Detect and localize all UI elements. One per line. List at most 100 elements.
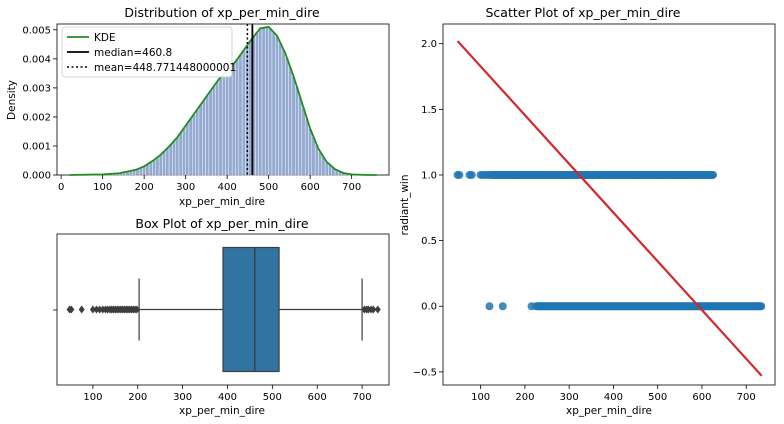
scatter-y-label: radiant_win	[399, 175, 411, 236]
scatter-x-label: xp_per_min_dire	[566, 405, 652, 417]
histogram-bar	[188, 118, 193, 176]
histogram-bar	[261, 27, 266, 176]
scatter-point	[709, 170, 718, 179]
boxplot-x-tick-label: 400	[218, 392, 237, 403]
histogram-x-tick-label: 200	[135, 182, 154, 193]
legend-median-label: median=460.8	[94, 47, 172, 59]
histogram-x-label: xp_per_min_dire	[179, 196, 265, 208]
scatter-y-tick-label: 2.0	[421, 39, 437, 50]
histogram-bar	[238, 54, 243, 176]
boxplot-x-tick-label: 700	[353, 392, 372, 403]
histogram-bar	[168, 144, 173, 176]
boxplot-outlier	[93, 305, 100, 314]
boxplot-outlier	[133, 305, 140, 314]
legend-mean-label: mean=448.771448000001	[94, 62, 236, 74]
scatter-x-tick-label: 200	[515, 392, 534, 403]
histogram-x-tick-label: 600	[301, 182, 320, 193]
scatter-x-tick-label: 300	[560, 392, 579, 403]
histogram-bar	[318, 151, 322, 176]
scatter-point	[498, 302, 507, 311]
histogram-x-tick-label: 500	[259, 182, 278, 193]
boxplot-outlier	[370, 305, 377, 314]
histogram-bar	[241, 49, 246, 176]
histogram-bar	[192, 113, 196, 176]
histogram-y-tick-label: 0.004	[22, 54, 51, 65]
boxplot-outlier	[89, 305, 96, 314]
histogram-bar	[215, 81, 220, 176]
boxplot-box-group	[66, 246, 381, 373]
histogram-bar	[148, 161, 153, 176]
histogram-bar	[285, 57, 289, 176]
histogram-bars	[85, 26, 362, 176]
histogram-bar	[298, 96, 303, 176]
boxplot-outlier	[374, 305, 381, 314]
histogram-bar	[225, 70, 230, 176]
histogram-panel: Distribution of xp_per_min_dire 0 100 200 3…	[6, 5, 390, 208]
histogram-x-tick-label: 700	[342, 182, 361, 193]
histogram-bar	[152, 159, 156, 176]
histogram-title: Distribution of xp_per_min_dire	[124, 5, 320, 20]
histogram-bar	[162, 151, 166, 176]
boxplot-outlier	[96, 305, 103, 314]
boxplot-x-tick-label: 100	[83, 392, 102, 403]
histogram-x-tick-label: 0	[58, 182, 64, 193]
histogram-bar	[228, 66, 233, 176]
scatter-y-tick-label: 1.5	[421, 105, 437, 116]
histogram-bar	[288, 66, 293, 176]
boxplot-outlier	[68, 305, 75, 314]
boxplot-axes-frame	[56, 233, 390, 386]
boxplot-x-tick-label: 300	[173, 392, 192, 403]
histogram-y-tick-label: 0.005	[22, 25, 51, 36]
boxplot-x-tick-label: 200	[128, 392, 147, 403]
histogram-x-ticks: 0 100 200 300 400 500 600 700	[58, 175, 361, 193]
histogram-bar	[268, 28, 273, 176]
boxplot-x-label: xp_per_min_dire	[179, 405, 265, 417]
histogram-y-tick-label: 0.003	[22, 83, 51, 94]
histogram-y-tick-label: 0.000	[22, 171, 51, 182]
histogram-bar	[175, 137, 180, 176]
legend-kde-label: KDE	[94, 32, 116, 44]
scatter-title: Scatter Plot of xp_per_min_dire	[485, 5, 680, 20]
histogram-x-tick-label: 300	[176, 182, 195, 193]
scatter-point	[467, 170, 476, 179]
histogram-bar	[304, 117, 309, 176]
histogram-y-tick-label: 0.001	[22, 141, 51, 152]
histogram-bar	[202, 99, 206, 176]
histogram-bar	[178, 132, 183, 176]
boxplot-panel: Box Plot of xp_per_min_dire 100 200 300 400…	[53, 216, 390, 417]
histogram-y-tick-label: 0.002	[22, 112, 51, 123]
boxplot-x-ticks: 100 200 300 400 500 600 700	[83, 385, 372, 403]
histogram-bar	[198, 104, 203, 176]
scatter-y-ticks: −0.5 0.0 0.5 1.0 1.5 2.0	[413, 39, 443, 378]
boxplot-title: Box Plot of xp_per_min_dire	[135, 216, 308, 231]
histogram-bar	[281, 49, 286, 176]
scatter-panel: Scatter Plot of xp_per_min_dire 100 200 30…	[399, 5, 776, 417]
legend-frame	[61, 26, 233, 78]
scatter-x-tick-label: 600	[692, 392, 711, 403]
histogram-bar	[255, 32, 259, 176]
histogram-bar	[258, 28, 263, 176]
histogram-bar	[271, 31, 276, 176]
histogram-bar	[278, 42, 283, 176]
scatter-x-ticks: 100 200 300 400 500 600 700	[471, 385, 756, 403]
scatter-y-tick-label: 0.0	[421, 302, 437, 313]
scatter-x-tick-label: 100	[471, 392, 490, 403]
histogram-bar	[185, 123, 190, 176]
histogram-bar	[265, 26, 269, 176]
histogram-bar	[235, 59, 239, 176]
histogram-bar	[205, 95, 210, 176]
histogram-bar	[221, 73, 226, 176]
histogram-bar	[218, 77, 223, 176]
histogram-bar	[172, 140, 176, 176]
scatter-point	[455, 170, 464, 179]
histogram-y-label: Density	[6, 80, 18, 120]
histogram-y-ticks: 0.000 0.001 0.002 0.003 0.004 0.005	[22, 25, 57, 182]
histogram-bar	[195, 109, 200, 176]
histogram-bar	[295, 86, 299, 176]
histogram-legend: KDE median=460.8 mean=448.771448000001	[61, 26, 236, 78]
boxplot-outlier	[78, 305, 85, 314]
boxplot-x-tick-label: 500	[263, 392, 282, 403]
histogram-bar	[308, 128, 313, 176]
kde-line	[69, 25, 377, 176]
